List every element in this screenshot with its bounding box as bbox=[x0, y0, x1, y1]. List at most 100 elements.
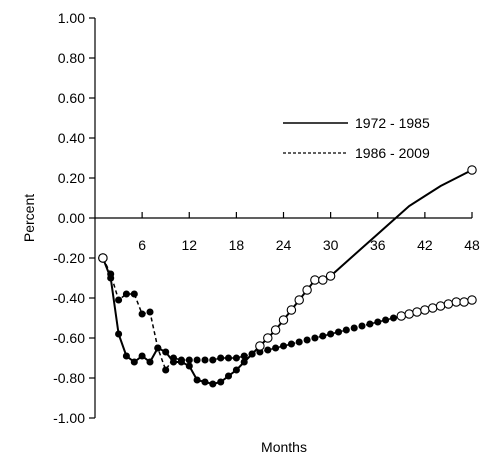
y-tick-label: -0.60 bbox=[53, 330, 85, 346]
data-point bbox=[264, 346, 272, 354]
x-tick-label: 24 bbox=[276, 237, 292, 253]
data-point bbox=[459, 297, 469, 307]
data-point bbox=[467, 165, 477, 175]
data-point bbox=[217, 378, 225, 386]
data-point bbox=[193, 356, 201, 364]
data-point bbox=[232, 354, 240, 362]
data-point bbox=[209, 356, 217, 364]
data-point bbox=[162, 348, 170, 356]
data-point bbox=[443, 299, 454, 309]
data-point bbox=[162, 366, 170, 374]
y-tick-label: 1.00 bbox=[58, 10, 85, 26]
data-point bbox=[358, 322, 366, 330]
data-point bbox=[201, 356, 209, 364]
data-point bbox=[224, 372, 233, 380]
data-point bbox=[404, 309, 414, 319]
data-point bbox=[130, 358, 138, 366]
data-point bbox=[146, 308, 154, 316]
series-layer bbox=[98, 165, 477, 388]
data-point bbox=[294, 295, 304, 305]
data-point bbox=[224, 354, 233, 362]
data-point bbox=[318, 275, 328, 285]
data-point bbox=[255, 341, 265, 351]
legend-label-1986-2009: 1986 - 2009 bbox=[355, 145, 430, 161]
data-point bbox=[270, 325, 281, 335]
data-point bbox=[311, 334, 319, 342]
data-point bbox=[412, 307, 422, 317]
y-tick-label: -0.40 bbox=[53, 290, 85, 306]
x-axis-ticks: 6 12 18 24 30 36 42 48 bbox=[138, 212, 480, 253]
data-point bbox=[286, 305, 297, 315]
data-point bbox=[169, 358, 178, 366]
data-point bbox=[435, 301, 446, 311]
data-point bbox=[327, 330, 335, 338]
x-tick-label: 48 bbox=[464, 237, 480, 253]
data-point bbox=[334, 328, 343, 336]
x-tick-label: 6 bbox=[138, 237, 146, 253]
y-axis-title: Percent bbox=[21, 194, 37, 242]
data-point bbox=[98, 253, 108, 263]
x-tick-label: 18 bbox=[229, 237, 245, 253]
data-point bbox=[295, 338, 303, 346]
data-point bbox=[325, 271, 336, 281]
x-tick-label: 42 bbox=[417, 237, 433, 253]
data-point bbox=[201, 378, 209, 386]
data-point bbox=[177, 358, 185, 366]
data-point bbox=[310, 275, 320, 285]
y-tick-label: -1.00 bbox=[53, 410, 85, 426]
data-point bbox=[342, 326, 350, 334]
data-point bbox=[389, 314, 398, 322]
data-point bbox=[303, 336, 311, 344]
series-1972-1985 bbox=[98, 165, 477, 388]
data-point bbox=[130, 290, 138, 298]
data-point bbox=[350, 324, 358, 332]
data-point bbox=[451, 297, 462, 307]
y-tick-label: 0.60 bbox=[58, 90, 85, 106]
data-point bbox=[193, 376, 201, 384]
data-point bbox=[209, 380, 217, 388]
data-point bbox=[240, 358, 248, 366]
y-tick-label: 0.40 bbox=[58, 130, 85, 146]
data-point bbox=[366, 320, 374, 328]
data-point bbox=[302, 285, 312, 295]
data-point bbox=[185, 362, 193, 370]
data-point bbox=[382, 316, 390, 324]
x-tick-label: 36 bbox=[370, 237, 386, 253]
x-tick-label: 12 bbox=[181, 237, 197, 253]
data-point bbox=[138, 352, 146, 360]
data-point bbox=[232, 366, 240, 374]
y-tick-label: 0.20 bbox=[58, 170, 85, 186]
data-point bbox=[287, 340, 295, 348]
data-point bbox=[185, 356, 193, 364]
data-point bbox=[138, 310, 146, 318]
data-point bbox=[217, 354, 225, 362]
data-point bbox=[319, 332, 327, 340]
data-point bbox=[279, 342, 288, 350]
data-point bbox=[240, 352, 248, 360]
data-point bbox=[278, 315, 289, 325]
data-point bbox=[420, 305, 430, 315]
data-point bbox=[115, 296, 123, 304]
y-tick-label: -0.80 bbox=[53, 370, 85, 386]
data-point bbox=[427, 303, 438, 313]
data-point bbox=[122, 352, 130, 360]
data-point bbox=[146, 358, 154, 366]
data-point bbox=[467, 295, 477, 305]
data-point bbox=[154, 344, 162, 352]
data-point bbox=[115, 330, 123, 338]
series-1986-2009 bbox=[98, 253, 477, 374]
data-point bbox=[122, 290, 130, 298]
y-tick-label: 0.80 bbox=[58, 50, 85, 66]
y-tick-label: 0.00 bbox=[58, 210, 85, 226]
data-point bbox=[107, 274, 115, 282]
y-tick-label: -0.20 bbox=[53, 250, 85, 266]
data-point bbox=[248, 350, 256, 358]
legend: 1972 - 1985 1986 - 2009 bbox=[283, 115, 430, 161]
x-tick-label: 30 bbox=[323, 237, 339, 253]
data-point bbox=[263, 333, 273, 343]
data-point bbox=[374, 318, 382, 326]
data-point bbox=[272, 344, 280, 352]
data-point bbox=[396, 311, 407, 321]
legend-label-1972-1985: 1972 - 1985 bbox=[355, 115, 430, 131]
